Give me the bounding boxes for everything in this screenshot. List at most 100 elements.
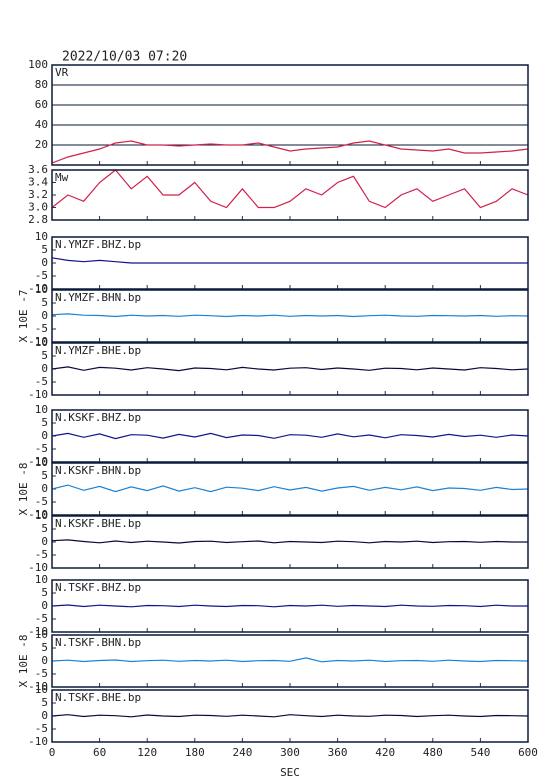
y-tick-label: 5 (41, 469, 48, 482)
panel-label: N.KSKF.BHZ.bp (55, 411, 141, 424)
x-tick-label: 0 (49, 746, 56, 759)
x-tick-label: 300 (280, 746, 300, 759)
panel-frame (51, 462, 529, 516)
y-tick-label: 5 (41, 586, 48, 599)
y-tick-label: -5 (35, 495, 48, 508)
series-line (51, 432, 529, 440)
y-tick-label: 5 (41, 243, 48, 256)
x-tick-label: 540 (470, 746, 490, 759)
y-tick-label: 10 (35, 336, 48, 349)
y-tick-label: 3.4 (28, 176, 48, 189)
y-tick-label: 5 (41, 522, 48, 535)
panel-frame (51, 289, 529, 343)
y-tick-label: 0 (41, 256, 48, 269)
x-tick-label: 120 (137, 746, 157, 759)
y-tick-label: -10 (28, 735, 48, 748)
y-tick-label: -5 (35, 548, 48, 561)
panel-frame (51, 236, 529, 290)
x-tick-label: 240 (232, 746, 252, 759)
y-tick-label: 5 (41, 696, 48, 709)
y-tick-label: 0 (41, 362, 48, 375)
panel-frame (51, 64, 529, 166)
series-line (51, 257, 528, 264)
y-tick-label: -5 (35, 442, 48, 455)
panel-label: N.YMZF.BHN.bp (55, 291, 141, 304)
y-tick-label: 10 (35, 628, 48, 641)
y-tick-label: 10 (35, 230, 48, 243)
x-tick-label: 480 (423, 746, 443, 759)
panel-frame (51, 579, 529, 633)
panel-frame (51, 342, 529, 396)
y-tick-label: 0 (41, 309, 48, 322)
y-tick-label: -5 (35, 375, 48, 388)
y-tick-label: 0 (41, 535, 48, 548)
y-tick-label: 80 (35, 78, 48, 91)
y-tick-label: -5 (35, 269, 48, 282)
panel-frame (51, 634, 529, 688)
y-tick-label: -10 (28, 282, 48, 295)
panel-frame (51, 689, 529, 743)
y-tick-label: 5 (41, 416, 48, 429)
y-tick-label: 2.8 (28, 213, 48, 226)
x-tick-label: 600 (518, 746, 538, 759)
y-tick-label: -5 (35, 322, 48, 335)
y-tick-label: -10 (28, 335, 48, 348)
y-tick-label: 10 (35, 573, 48, 586)
series-line (51, 657, 529, 663)
x-tick-label: 420 (375, 746, 395, 759)
series-line (51, 140, 529, 164)
y-tick-label: 10 (35, 509, 48, 522)
panel-label: N.YMZF.BHZ.bp (55, 238, 141, 251)
y-axis-label: X 10E -8 (17, 635, 30, 688)
panel-label: N.TSKF.BHZ.bp (55, 581, 141, 594)
panel-label: N.KSKF.BHE.bp (55, 517, 141, 530)
panel-frame (51, 169, 529, 221)
series-line (51, 366, 529, 372)
panel-label: N.KSKF.BHN.bp (55, 464, 141, 477)
x-tick-label: 360 (328, 746, 348, 759)
panel-label: Mw (55, 171, 69, 184)
chart-title: 2022/10/03 07:20 (62, 50, 187, 65)
y-tick-label: 0 (41, 482, 48, 495)
y-tick-label: -10 (28, 388, 48, 401)
panel-label: N.TSKF.BHN.bp (55, 636, 141, 649)
series-line (51, 714, 529, 718)
series-line (51, 484, 529, 493)
y-tick-label: 3.2 (28, 188, 48, 201)
series-line (51, 539, 528, 544)
y-tick-label: -10 (28, 680, 48, 693)
y-tick-label: -10 (28, 625, 48, 638)
y-tick-label: 5 (41, 296, 48, 309)
panel-label: N.YMZF.BHE.bp (55, 344, 141, 357)
panel-label: N.TSKF.BHE.bp (55, 691, 141, 704)
x-tick-label: 60 (93, 746, 106, 759)
panel-frame (51, 515, 529, 569)
y-tick-label: 0 (41, 599, 48, 612)
y-tick-label: -5 (35, 722, 48, 735)
y-tick-label: 3.6 (28, 163, 48, 176)
y-tick-label: 0 (41, 429, 48, 442)
y-tick-label: 10 (35, 683, 48, 696)
x-axis-label: SEC (280, 766, 300, 779)
y-tick-label: -5 (35, 612, 48, 625)
y-tick-label: 10 (35, 456, 48, 469)
y-tick-label: 10 (35, 283, 48, 296)
y-tick-label: -10 (28, 455, 48, 468)
y-tick-label: 60 (35, 98, 48, 111)
y-tick-label: 20 (35, 138, 48, 151)
y-tick-label: 10 (35, 403, 48, 416)
y-tick-label: 100 (28, 58, 48, 71)
series-line (51, 169, 529, 209)
panel-label: VR (55, 66, 69, 79)
y-tick-label: 40 (35, 118, 48, 131)
y-axis-label: X 10E -8 (17, 463, 30, 516)
y-tick-label: 5 (41, 349, 48, 362)
y-tick-label: -5 (35, 667, 48, 680)
y-tick-label: 5 (41, 641, 48, 654)
y-tick-label: 3.0 (28, 201, 48, 214)
y-tick-label: -10 (28, 561, 48, 574)
y-tick-label: -10 (28, 508, 48, 521)
panel-frame (51, 409, 529, 463)
series-line (51, 604, 528, 608)
